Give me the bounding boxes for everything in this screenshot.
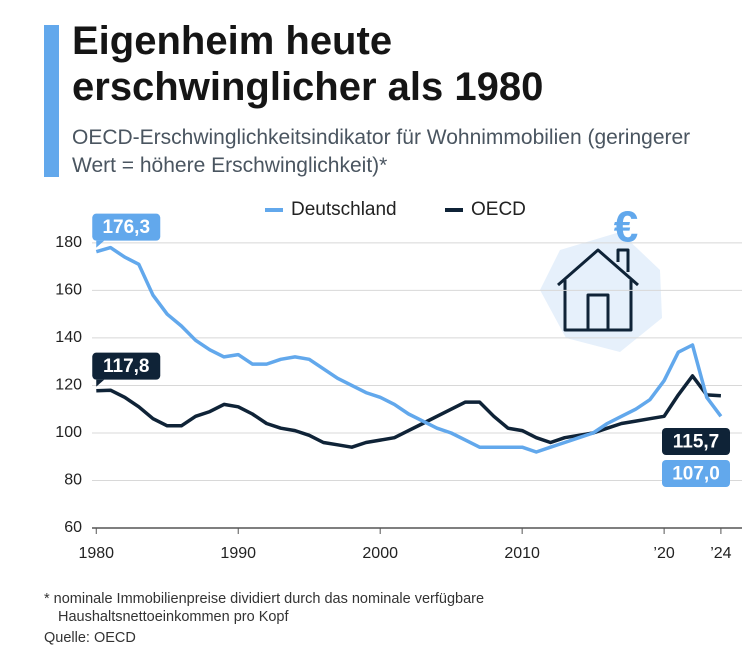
x-tick-label: 2000 xyxy=(362,545,398,562)
footnote: * nominale Immobilienpreise dividiert du… xyxy=(44,591,485,625)
value-label: 107,0 xyxy=(662,460,730,487)
house-icon: € xyxy=(540,203,662,352)
value-label-box xyxy=(662,428,730,455)
value-label-text: 117,8 xyxy=(103,356,150,377)
value-label: 115,7 xyxy=(662,428,730,455)
source: Quelle: OECD xyxy=(44,630,136,646)
value-label-box xyxy=(92,213,161,241)
value-label-text: 107,0 xyxy=(672,464,720,485)
y-tick-label: 80 xyxy=(64,472,82,489)
value-label-box xyxy=(662,460,730,487)
y-tick-label: 100 xyxy=(55,424,82,441)
value-label-text: 176,3 xyxy=(102,217,150,238)
value-label: 117,8 xyxy=(92,352,161,387)
line-1 xyxy=(96,374,721,449)
x-tick-label: ’20 xyxy=(653,545,674,562)
y-tick-label: 60 xyxy=(64,519,82,536)
value-label-box xyxy=(92,352,161,380)
value-label-pointer xyxy=(96,240,105,248)
legend-label: Deutschland xyxy=(291,199,397,220)
line-0 xyxy=(95,245,723,454)
x-tick-label: ’24 xyxy=(710,545,731,562)
x-tick-label: 1980 xyxy=(78,545,114,562)
y-tick-label: 160 xyxy=(55,282,82,299)
x-tick-label: 1990 xyxy=(220,545,256,562)
value-label-pointer xyxy=(96,379,105,387)
accent-bar xyxy=(44,25,59,177)
value-label-text: 115,7 xyxy=(673,432,720,453)
title: Eigenheim heute erschwinglicher als 1980 xyxy=(72,19,544,109)
value-label: 176,3 xyxy=(92,213,161,248)
svg-text:€: € xyxy=(614,203,638,252)
x-tick-label: 2010 xyxy=(504,545,540,562)
legend-label: OECD xyxy=(471,199,526,220)
subtitle: OECD-Erschwinglichkeitsindikator für Woh… xyxy=(72,126,691,177)
y-tick-label: 120 xyxy=(55,377,82,394)
y-tick-label: 140 xyxy=(55,329,82,346)
y-tick-label: 180 xyxy=(55,234,82,251)
